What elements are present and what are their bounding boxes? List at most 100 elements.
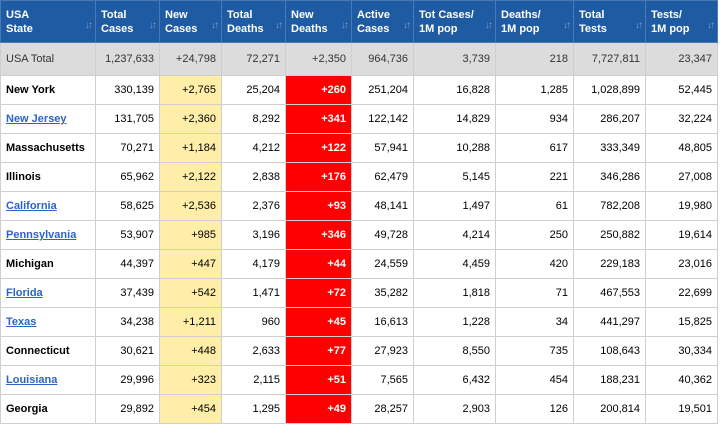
cell-total-tests: 188,231	[573, 365, 646, 395]
cell-total-deaths: 4,212	[221, 133, 286, 163]
column-header-tests-per-million[interactable]: Tests/1M pop ↓↑	[645, 0, 718, 43]
cell-total-cases: 330,139	[95, 75, 160, 105]
header-label-line2: Tests	[579, 22, 607, 35]
cell-deaths-per-million: 617	[495, 133, 574, 163]
column-header-total-deaths[interactable]: Total Deaths ↓↑	[221, 0, 286, 43]
cell-total-cases: 37,439	[95, 278, 160, 308]
header-row: USA State ↓↑ Total Cases ↓↑ New Cases ↓↑ Total Dea…	[0, 0, 718, 43]
state-link[interactable]: California	[6, 200, 57, 212]
sort-arrows-icon[interactable]: ↓↑	[635, 20, 643, 31]
cell-active-cases: 964,736	[351, 42, 414, 76]
cell-total-deaths: 8,292	[221, 104, 286, 134]
table-row: New Jersey 131,705 +2,360 8,292 +341 122,142 1…	[0, 104, 718, 134]
cell-deaths-per-million: 1,285	[495, 75, 574, 105]
header-label-line1: Total	[579, 8, 605, 21]
cell-total-cases: 65,962	[95, 162, 160, 192]
cell-state: New York	[0, 75, 96, 105]
cell-active-cases: 24,559	[351, 249, 414, 279]
state-link[interactable]: Louisiana	[6, 374, 58, 386]
cell-tests-per-million: 19,614	[645, 220, 718, 250]
cell-active-cases: 28,257	[351, 394, 414, 424]
cell-total-cases: 1,237,633	[95, 42, 160, 76]
header-label-line2: Cases	[165, 22, 198, 35]
sort-arrows-icon[interactable]: ↓↑	[85, 20, 93, 31]
cell-tests-per-million: 19,501	[645, 394, 718, 424]
cell-deaths-per-million: 218	[495, 42, 574, 76]
sort-arrows-icon[interactable]: ↓↑	[563, 20, 571, 31]
column-header-deaths-per-million[interactable]: Deaths/1M pop ↓↑	[495, 0, 574, 43]
cell-cases-per-million: 1,818	[413, 278, 496, 308]
cell-cases-per-million: 10,288	[413, 133, 496, 163]
sort-arrows-icon[interactable]: ↓↑	[211, 20, 219, 31]
cell-active-cases: 27,923	[351, 336, 414, 366]
cell-deaths-per-million: 454	[495, 365, 574, 395]
column-header-active-cases[interactable]: Active Cases ↓↑	[351, 0, 414, 43]
state-link[interactable]: Pennsylvania	[6, 229, 77, 241]
cell-new-deaths: +2,350	[285, 42, 352, 76]
cell-total-cases: 34,238	[95, 307, 160, 337]
column-header-new-cases[interactable]: New Cases ↓↑	[159, 0, 222, 43]
table-row: California 58,625 +2,536 2,376 +93 48,141 1,49…	[0, 191, 718, 221]
cell-new-deaths: +176	[285, 162, 352, 192]
header-label-line1: Deaths/	[501, 8, 541, 21]
cell-state: Pennsylvania	[0, 220, 96, 250]
cell-total-deaths: 1,471	[221, 278, 286, 308]
cell-state: Michigan	[0, 249, 96, 279]
state-link[interactable]: New Jersey	[6, 113, 67, 125]
cell-tests-per-million: 23,016	[645, 249, 718, 279]
cell-cases-per-million: 4,214	[413, 220, 496, 250]
cell-deaths-per-million: 221	[495, 162, 574, 192]
sort-arrows-icon[interactable]: ↓↑	[485, 20, 493, 31]
cell-new-deaths: +77	[285, 336, 352, 366]
cell-new-cases: +2,536	[159, 191, 222, 221]
cell-total-deaths: 1,295	[221, 394, 286, 424]
table-row: New York 330,139 +2,765 25,204 +260 251,204 16…	[0, 75, 718, 105]
cell-total-cases: 29,892	[95, 394, 160, 424]
sort-arrows-icon[interactable]: ↓↑	[341, 20, 349, 31]
header-label-line1: USA	[6, 8, 30, 21]
cell-new-cases: +985	[159, 220, 222, 250]
header-label-line2: State	[6, 22, 33, 35]
cell-new-cases: +447	[159, 249, 222, 279]
state-link[interactable]: Texas	[6, 316, 37, 328]
column-header-total-tests[interactable]: Total Tests ↓↑	[573, 0, 646, 43]
cell-active-cases: 251,204	[351, 75, 414, 105]
sort-arrows-icon[interactable]: ↓↑	[403, 20, 411, 31]
cell-active-cases: 35,282	[351, 278, 414, 308]
state-link[interactable]: Florida	[6, 287, 43, 299]
cell-active-cases: 62,479	[351, 162, 414, 192]
usa-total-row: USA Total 1,237,633 +24,798 72,271 +2,35…	[0, 42, 718, 76]
table-row: Florida 37,439 +542 1,471 +72 35,282 1,818 71 46…	[0, 278, 718, 308]
cell-total-tests: 250,882	[573, 220, 646, 250]
cell-cases-per-million: 1,228	[413, 307, 496, 337]
cell-total-deaths: 2,838	[221, 162, 286, 192]
cell-total-tests: 467,553	[573, 278, 646, 308]
column-header-state[interactable]: USA State ↓↑	[0, 0, 96, 43]
cell-cases-per-million: 16,828	[413, 75, 496, 105]
table-row: Illinois 65,962 +2,122 2,838 +176 62,479 5,145…	[0, 162, 718, 192]
cell-new-cases: +24,798	[159, 42, 222, 76]
cell-deaths-per-million: 71	[495, 278, 574, 308]
column-header-total-cases[interactable]: Total Cases ↓↑	[95, 0, 160, 43]
cell-total-deaths: 2,376	[221, 191, 286, 221]
header-label-line2: 1M pop	[651, 22, 690, 35]
cell-tests-per-million: 15,825	[645, 307, 718, 337]
header-label-line1: Total	[227, 8, 253, 21]
column-header-cases-per-million[interactable]: Tot Cases/1M pop ↓↑	[413, 0, 496, 43]
column-header-new-deaths[interactable]: New Deaths ↓↑	[285, 0, 352, 43]
cell-new-deaths: +72	[285, 278, 352, 308]
cell-total-cases: 58,625	[95, 191, 160, 221]
cell-new-deaths: +122	[285, 133, 352, 163]
cell-new-deaths: +49	[285, 394, 352, 424]
sort-arrows-icon[interactable]: ↓↑	[707, 20, 715, 31]
cell-total-tests: 7,727,811	[573, 42, 646, 76]
cell-tests-per-million: 32,224	[645, 104, 718, 134]
sort-arrows-icon[interactable]: ↓↑	[275, 20, 283, 31]
table-row: Connecticut 30,621 +448 2,633 +77 27,923 8,550…	[0, 336, 718, 366]
cell-active-cases: 48,141	[351, 191, 414, 221]
cell-tests-per-million: 30,334	[645, 336, 718, 366]
cell-cases-per-million: 5,145	[413, 162, 496, 192]
sort-arrows-icon[interactable]: ↓↑	[149, 20, 157, 31]
cell-total-cases: 30,621	[95, 336, 160, 366]
header-label-line2: Deaths	[227, 22, 264, 35]
